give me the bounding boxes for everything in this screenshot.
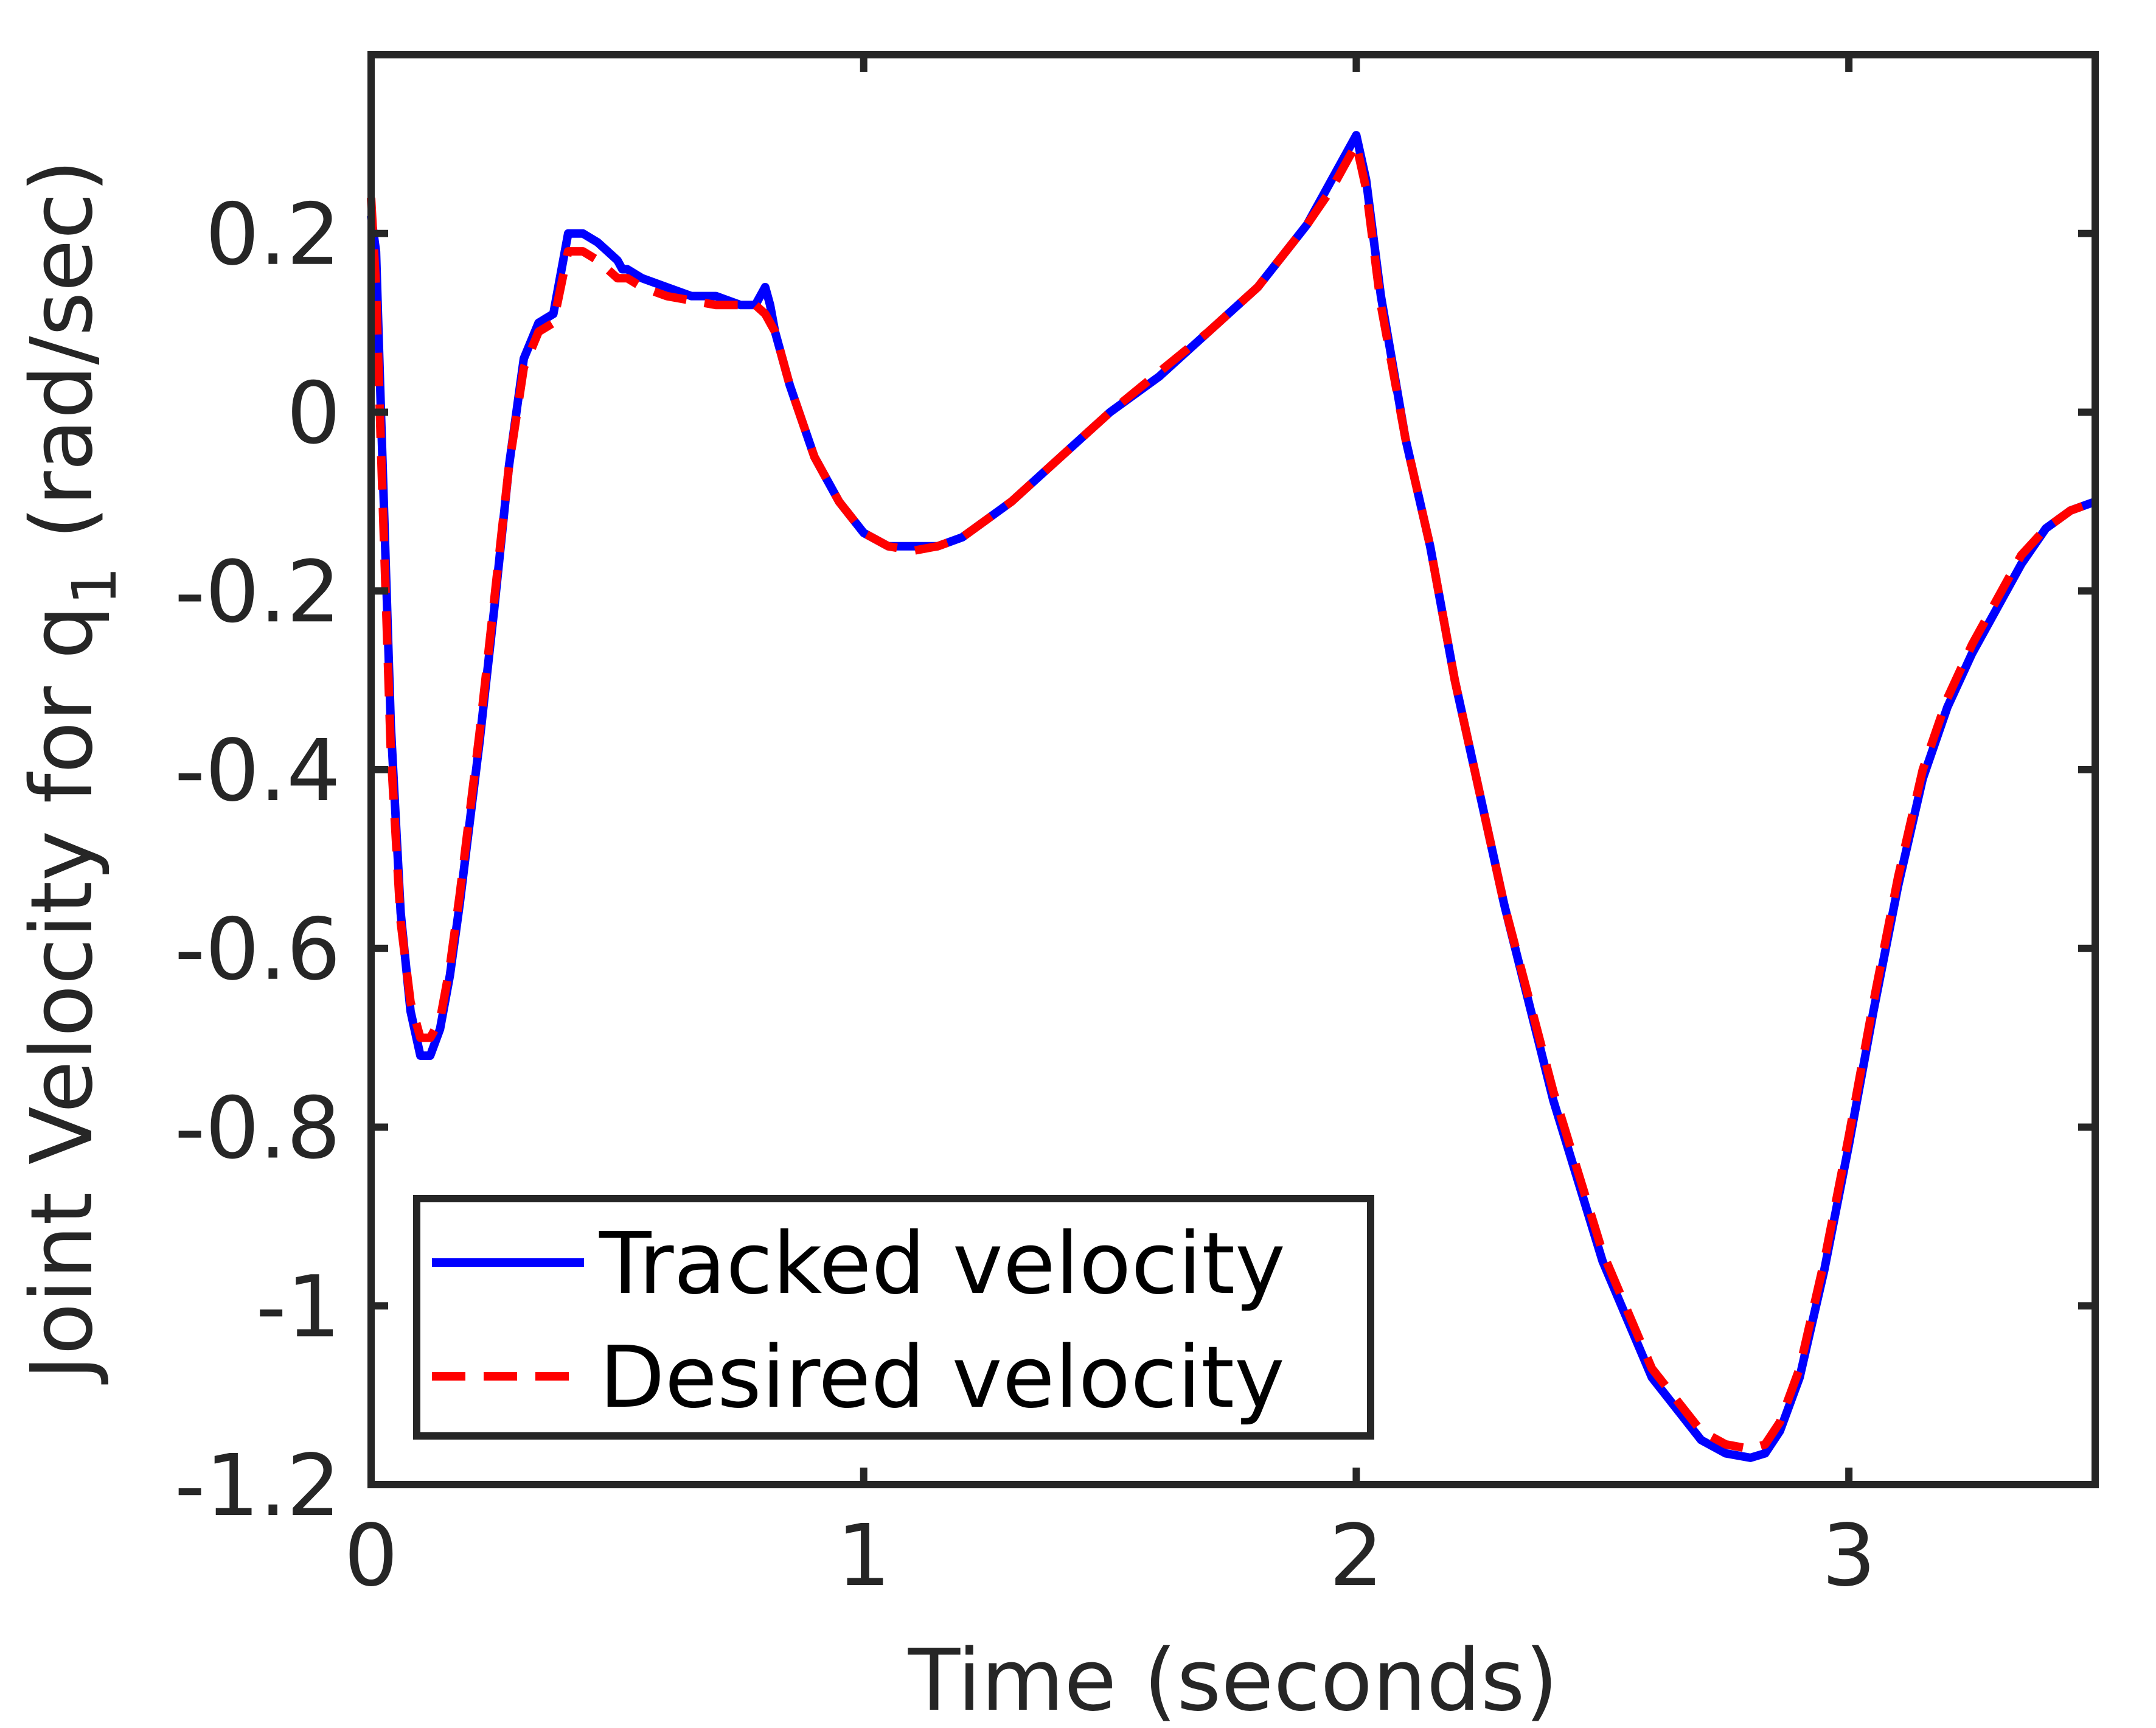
x-tick-label: 2 — [1329, 1507, 1383, 1606]
y-tick-label: -0.2 — [175, 543, 341, 642]
y-tick-label: -0.6 — [175, 901, 341, 1000]
y-axis-title-group: Joint Velocity for q1 (rad/sec) — [13, 159, 130, 1385]
y-axis-title: Joint Velocity for q1 (rad/sec) — [13, 159, 130, 1385]
legend-label-tracked: Tracked velocity — [599, 1214, 1285, 1314]
x-tick-label: 0 — [344, 1507, 398, 1606]
y-axis-title-units: (rad/sec) — [13, 159, 112, 566]
series-layer — [367, 131, 2097, 1462]
y-tick-label: -1.2 — [175, 1437, 341, 1536]
y-axis-title-main: Joint Velocity for q — [13, 605, 112, 1385]
y-tick-label: -1 — [256, 1258, 341, 1357]
y-tick-label: 0.2 — [205, 186, 341, 285]
y-axis-title-subscript: 1 — [59, 566, 130, 605]
y-tick-label: -0.8 — [175, 1079, 341, 1179]
x-axis-title: Time (seconds) — [908, 1631, 1559, 1725]
x-tick-label: 3 — [1822, 1507, 1876, 1606]
tick-layer: 0 1 2 3 -1.2 -1 -0.8 -0.6 -0.4 -0.2 0 0.2 — [175, 55, 2095, 1606]
y-tick-label: 0 — [287, 364, 341, 464]
series-line-desired — [367, 139, 2097, 1454]
x-tick-label: 1 — [836, 1507, 891, 1606]
legend-box — [413, 1195, 1374, 1440]
legend-label-desired: Desired velocity — [599, 1328, 1285, 1427]
y-tick-label: -0.4 — [175, 722, 341, 821]
legend: Tracked velocity Desired velocity — [413, 1195, 1374, 1440]
